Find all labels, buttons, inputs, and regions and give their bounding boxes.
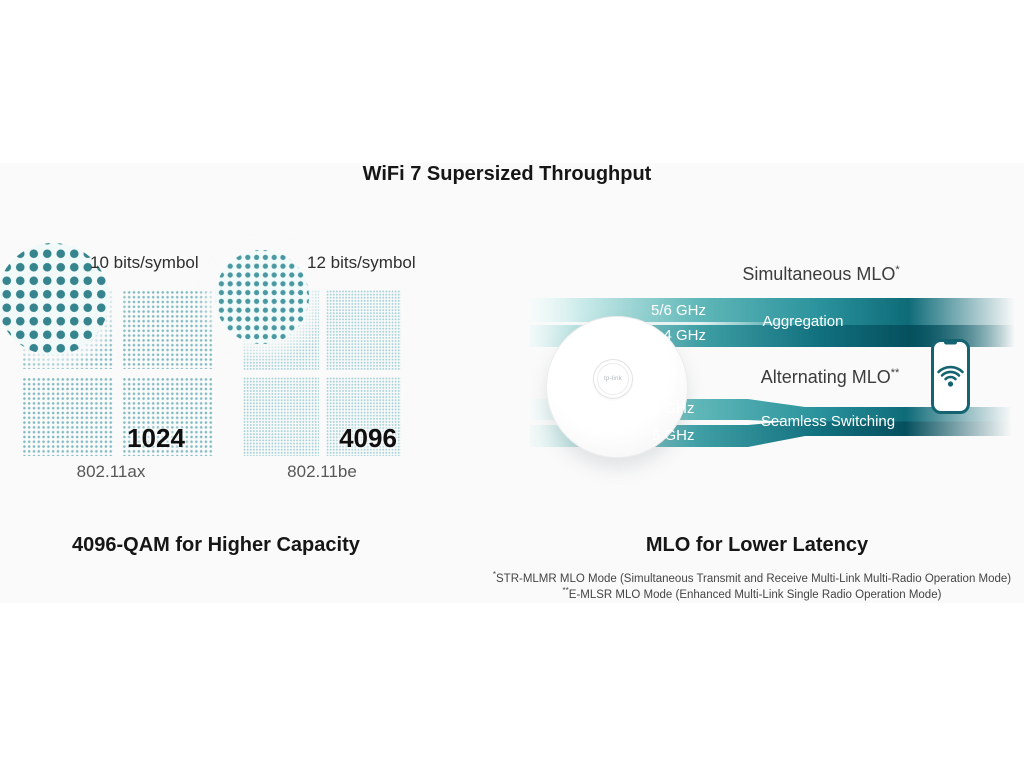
dot-quadrant (22, 377, 114, 456)
footnote-marker: * (492, 570, 496, 579)
footnote-marker: ** (562, 586, 569, 595)
bits-per-symbol-label: 10 bits/symbol (90, 253, 199, 272)
access-point-device: tp-link (546, 316, 688, 458)
aggregation-label: Aggregation (762, 313, 844, 330)
simultaneous-mlo-text: Simultaneous MLO (742, 264, 896, 284)
dot-quadrant (325, 376, 401, 456)
access-point-hub: tp-link (593, 359, 633, 399)
bits-per-symbol-label: 12 bits/symbol (307, 253, 416, 272)
alternating-mlo-label: Alternating MLO** (705, 367, 955, 388)
magnifier-lens-1024-icon (0, 243, 109, 355)
dot-quadrant (122, 377, 214, 456)
mlo-heading: MLO for Lower Latency (645, 534, 869, 556)
seamless-switching-label: Seamless Switching (760, 413, 896, 430)
phone-wifi-icon (931, 339, 970, 414)
dot-quadrant (243, 376, 319, 456)
band-label-6ghz: 6 GHz (652, 400, 695, 417)
standard-label: 802.11be (287, 462, 357, 481)
alternating-mlo-text: Alternating MLO (760, 367, 891, 387)
access-point-ring (597, 363, 629, 395)
band-label-5ghz: 5 GHz (652, 427, 695, 444)
dot-quadrant (325, 290, 401, 370)
band-label-2-4ghz: 2.4 GHz (651, 327, 707, 344)
footnote-marker: ** (890, 367, 900, 379)
magnifier-lens-4096-icon (215, 250, 309, 344)
qam-value-4096: 4096 (339, 423, 397, 453)
footnote-marker: * (895, 264, 900, 276)
dot-quadrant (122, 290, 214, 369)
qam-value-1024: 1024 (127, 423, 185, 453)
band-label-5-6ghz: 5/6 GHz (651, 302, 707, 319)
standard-label: 802.11ax (76, 462, 146, 481)
footnote-text: E-MLSR MLO Mode (Enhanced Multi-Link Sin… (568, 588, 942, 601)
page-title: WiFi 7 Supersized Throughput (362, 163, 652, 185)
footnote-str-mlmr: *STR-MLMR MLO Mode (Simultaneous Transmi… (480, 570, 1024, 585)
footnote-e-mlsr: **E-MLSR MLO Mode (Enhanced Multi-Link S… (480, 586, 1024, 601)
simultaneous-mlo-label: Simultaneous MLO* (696, 264, 946, 285)
footnote-text: STR-MLMR MLO Mode (Simultaneous Transmit… (496, 572, 1012, 585)
qam-heading: 4096-QAM for Higher Capacity (72, 534, 360, 556)
